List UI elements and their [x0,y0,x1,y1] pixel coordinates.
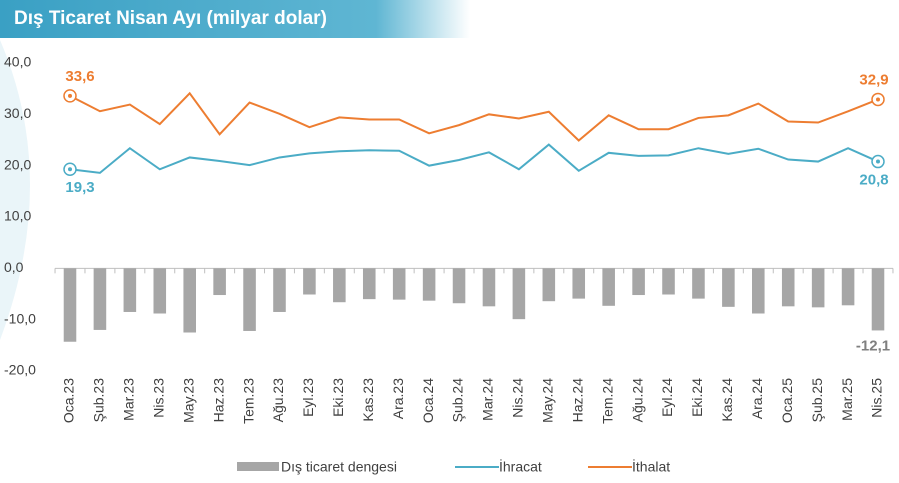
bar [542,268,556,302]
bar [841,268,855,306]
legend-label: İthalat [632,458,670,475]
x-tick-label: Şub.25 [809,378,825,423]
bar [602,268,615,306]
legend-swatch [237,462,279,471]
bar [482,268,496,307]
y-tick-label: 30,0 [4,105,31,121]
bar [662,268,675,295]
x-tick-label: Şub.24 [450,378,466,423]
decoration [0,40,30,340]
y-tick-label: -10,0 [4,310,36,326]
bar [362,268,376,300]
x-tick-label: Haz.23 [210,378,226,423]
y-tick-label: 10,0 [4,208,31,224]
x-tick-label: Ara.23 [390,378,406,419]
bar [392,268,406,300]
y-tick-label: 20,0 [4,156,31,172]
bar [243,268,256,331]
x-tick-label: Eyl.24 [659,378,675,417]
x-tick-label: Oca.25 [779,378,795,423]
data-label: 32,9 [859,71,888,88]
bar [183,268,196,333]
bar [213,268,226,296]
x-tick-label: May.24 [540,378,556,423]
bar [811,268,825,308]
bar [63,268,77,342]
bar [452,268,466,304]
bar [93,268,107,330]
x-tick-label: Mar.23 [121,378,137,421]
data-label: 33,6 [65,68,94,85]
x-tick-label: Haz.24 [569,378,585,423]
marker-dot [68,167,72,172]
y-tick-label: 0,0 [4,259,24,275]
title-banner [0,0,470,38]
legend-label: Dış ticaret dengesi [281,459,397,475]
bar [333,268,346,303]
bar [692,268,705,299]
bar [123,268,137,312]
chart-title: Dış Ticaret Nisan Ayı (milyar dolar) [14,8,327,29]
x-tick-label: Mar.24 [480,378,496,421]
x-tick-label: Nis.23 [150,378,166,418]
x-tick-label: Ara.24 [749,378,765,419]
bar [781,268,795,307]
x-tick-label: Ağu.24 [629,378,645,423]
y-tick-label: -20,0 [4,362,36,378]
line [69,143,879,174]
bar [871,268,885,331]
x-tick-label: Kas.23 [360,378,376,422]
x-tick-label: May.23 [180,378,196,423]
x-tick-label: Ağu.23 [270,378,286,423]
bar [512,268,526,320]
x-tick-label: Tem.24 [599,378,615,424]
bar [752,268,765,314]
data-label: -12,1 [856,337,890,354]
bar [303,268,316,295]
x-tick-label: Kas.24 [719,378,735,422]
x-tick-label: Oca.24 [420,378,436,423]
x-tick-label: Nis.25 [869,378,885,418]
legend-label: İhracat [499,458,542,475]
bar [632,268,645,296]
bar [273,268,286,312]
marker-dot [876,159,880,164]
y-tick-label: 40,0 [4,54,31,70]
marker-dot [876,97,880,102]
x-tick-label: Oca.23 [61,378,77,423]
line [69,91,879,142]
bar [722,268,735,307]
bar [422,268,436,301]
x-tick-label: Şub.23 [91,378,107,423]
data-label: 20,8 [859,172,888,189]
bar [153,268,167,314]
x-tick-label: Eki.24 [689,378,705,417]
x-tick-label: Nis.24 [510,378,526,418]
x-tick-label: Tem.23 [240,378,256,424]
x-tick-label: Eki.23 [330,378,346,417]
data-label: 19,3 [65,179,94,196]
x-tick-label: Eyl.23 [300,378,316,417]
bar [572,268,586,299]
marker-dot [68,93,72,98]
x-tick-label: Mar.25 [839,378,855,421]
